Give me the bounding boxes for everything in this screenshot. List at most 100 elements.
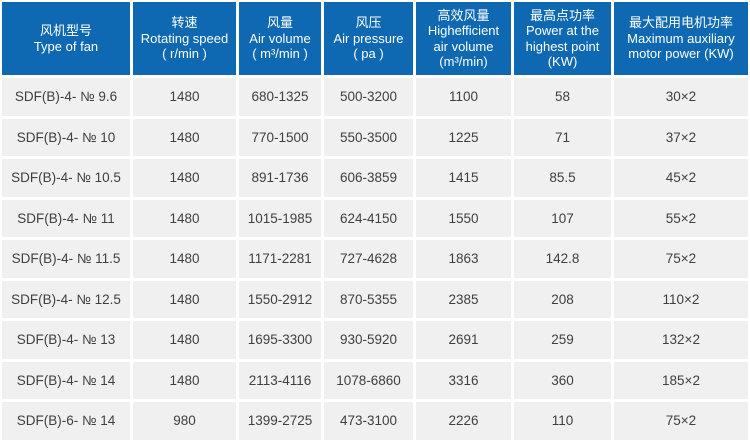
cell-motor-power: 75×2 bbox=[614, 402, 748, 440]
cell-air-pressure: 550-3500 bbox=[324, 118, 413, 156]
cell-he-air-volume: 2691 bbox=[416, 321, 511, 359]
cell-he-air-volume: 1100 bbox=[416, 78, 511, 116]
cell-motor-power: 30×2 bbox=[614, 78, 748, 116]
cell-model: SDF(B)-4- № 13 bbox=[2, 321, 130, 359]
header-cell-motor-power: 最大配用电机功率 Maximum auxiliary motor power (KW… bbox=[614, 2, 748, 75]
header-line: highest point bbox=[525, 38, 600, 54]
cell-rotating-speed: 1480 bbox=[133, 361, 236, 399]
cell-rotating-speed: 1480 bbox=[133, 321, 236, 359]
cell-air-pressure: 624-4150 bbox=[324, 199, 413, 237]
header-line: ( r/min ) bbox=[162, 46, 207, 62]
header-line: Air volume bbox=[249, 30, 311, 46]
header-line: 最高点功率 bbox=[529, 7, 595, 23]
cell-air-volume: 1015-1985 bbox=[239, 199, 321, 237]
table-row: SDF(B)-4- № 11 1480 1015-1985 624-4150 1550 1… bbox=[2, 199, 748, 237]
header-line: 转速 bbox=[171, 15, 198, 31]
cell-model: SDF(B)-6- № 14 bbox=[2, 402, 130, 440]
cell-air-volume: 1695-3300 bbox=[239, 321, 321, 359]
cell-motor-power: 37×2 bbox=[614, 118, 748, 156]
cell-highest-power: 107 bbox=[514, 199, 611, 237]
header-cell-rotating-speed: 转速 Rotating speed( r/min ) bbox=[133, 2, 236, 75]
cell-model: SDF(B)-4- № 12.5 bbox=[2, 280, 130, 318]
table-row: SDF(B)-4- № 9.6 1480 680-1325 500-3200 1100 5… bbox=[2, 78, 748, 116]
header-line: motor power (KW) bbox=[628, 46, 734, 62]
cell-he-air-volume: 1550 bbox=[416, 199, 511, 237]
table-header-row: 风机型号 Type of fan 转速 Rotating speed( r/min )… bbox=[2, 2, 748, 75]
cell-air-volume: 770-1500 bbox=[239, 118, 321, 156]
header-line: Highefficient bbox=[427, 23, 500, 38]
header-cell-model: 风机型号 Type of fan bbox=[2, 2, 130, 75]
cell-highest-power: 58 bbox=[514, 78, 611, 116]
cell-he-air-volume: 1863 bbox=[416, 240, 511, 278]
cell-he-air-volume: 3316 bbox=[416, 361, 511, 399]
table-row: SDF(B)-4- № 12.5 1480 1550-2912 870-5355 238… bbox=[2, 280, 748, 318]
header-line: (KW) bbox=[547, 54, 578, 69]
header-line: 最大配用电机功率 bbox=[628, 15, 733, 31]
cell-motor-power: 132×2 bbox=[614, 321, 748, 359]
table-body: SDF(B)-4- № 9.6 1480 680-1325 500-3200 1100 5… bbox=[2, 78, 748, 440]
table-row: SDF(B)-4- № 11.5 1480 1171-2281 727-4628 186… bbox=[2, 240, 748, 278]
cell-model: SDF(B)-4- № 10 bbox=[2, 118, 130, 156]
cell-highest-power: 142.8 bbox=[514, 240, 611, 278]
header-line: Power at the bbox=[526, 23, 599, 38]
cell-he-air-volume: 1415 bbox=[416, 159, 511, 197]
cell-air-pressure: 606-3859 bbox=[324, 159, 413, 197]
header-line: air volume bbox=[433, 38, 494, 54]
cell-air-volume: 1550-2912 bbox=[239, 280, 321, 318]
header-cell-highest-power: 最高点功率 Power at the highest point (KW) bbox=[514, 2, 611, 75]
table-row: SDF(B)-4- № 14 1480 2113-4116 1078-6860 3316… bbox=[2, 361, 748, 399]
cell-air-volume: 680-1325 bbox=[239, 78, 321, 116]
cell-rotating-speed: 1480 bbox=[133, 159, 236, 197]
cell-model: SDF(B)-4- № 14 bbox=[2, 361, 130, 399]
cell-highest-power: 208 bbox=[514, 280, 611, 318]
header-line: 风压 bbox=[355, 15, 382, 31]
cell-model: SDF(B)-4- № 11.5 bbox=[2, 240, 130, 278]
cell-motor-power: 55×2 bbox=[614, 199, 748, 237]
cell-he-air-volume: 2226 bbox=[416, 402, 511, 440]
cell-air-pressure: 727-4628 bbox=[324, 240, 413, 278]
cell-air-volume: 1171-2281 bbox=[239, 240, 321, 278]
cell-air-volume: 1399-2725 bbox=[239, 402, 321, 440]
header-line: 风量 bbox=[266, 15, 293, 31]
cell-motor-power: 110×2 bbox=[614, 280, 748, 318]
cell-motor-power: 75×2 bbox=[614, 240, 748, 278]
header-cell-he-air-volume: 高效风量 Highefficient air volume (m³/min) bbox=[416, 2, 511, 75]
header-line: Rotating speed bbox=[140, 30, 229, 46]
header-line: Type of fan bbox=[33, 38, 99, 54]
header-line: ( m³/min ) bbox=[252, 46, 308, 62]
cell-motor-power: 185×2 bbox=[614, 361, 748, 399]
cell-air-volume: 2113-4116 bbox=[239, 361, 321, 399]
header-line: 高效风量 bbox=[437, 7, 490, 23]
header-cell-air-volume: 风量 Air volume( m³/min ) bbox=[239, 2, 321, 75]
cell-rotating-speed: 1480 bbox=[133, 280, 236, 318]
table-row: SDF(B)-4- № 13 1480 1695-3300 930-5920 2691 2… bbox=[2, 321, 748, 359]
cell-model: SDF(B)-4- № 11 bbox=[2, 199, 130, 237]
cell-air-pressure: 500-3200 bbox=[324, 78, 413, 116]
cell-he-air-volume: 2385 bbox=[416, 280, 511, 318]
header-line: 风机型号 bbox=[39, 23, 92, 38]
header-line: ( pa ) bbox=[353, 46, 384, 62]
cell-rotating-speed: 1480 bbox=[133, 78, 236, 116]
cell-rotating-speed: 1480 bbox=[133, 240, 236, 278]
cell-air-pressure: 1078-6860 bbox=[324, 361, 413, 399]
cell-highest-power: 71 bbox=[514, 118, 611, 156]
cell-motor-power: 45×2 bbox=[614, 159, 748, 197]
table-row: SDF(B)-4- № 10.5 1480 891-1736 606-3859 1415… bbox=[2, 159, 748, 197]
cell-air-pressure: 870-5355 bbox=[324, 280, 413, 318]
header-cell-air-pressure: 风压 Air pressure( pa ) bbox=[324, 2, 413, 75]
cell-air-pressure: 473-3100 bbox=[324, 402, 413, 440]
cell-air-pressure: 930-5920 bbox=[324, 321, 413, 359]
cell-model: SDF(B)-4- № 10.5 bbox=[2, 159, 130, 197]
header-line: (m³/min) bbox=[439, 54, 488, 69]
cell-he-air-volume: 1225 bbox=[416, 118, 511, 156]
cell-air-volume: 891-1736 bbox=[239, 159, 321, 197]
cell-highest-power: 259 bbox=[514, 321, 611, 359]
cell-highest-power: 85.5 bbox=[514, 159, 611, 197]
header-line: Maximum auxiliary bbox=[627, 30, 735, 46]
header-line: Air pressure bbox=[333, 30, 404, 46]
cell-rotating-speed: 980 bbox=[133, 402, 236, 440]
cell-highest-power: 110 bbox=[514, 402, 611, 440]
table-row: SDF(B)-4- № 10 1480 770-1500 550-3500 1225 71… bbox=[2, 118, 748, 156]
table-row: SDF(B)-6- № 14 980 1399-2725 473-3100 2226 11… bbox=[2, 402, 748, 440]
